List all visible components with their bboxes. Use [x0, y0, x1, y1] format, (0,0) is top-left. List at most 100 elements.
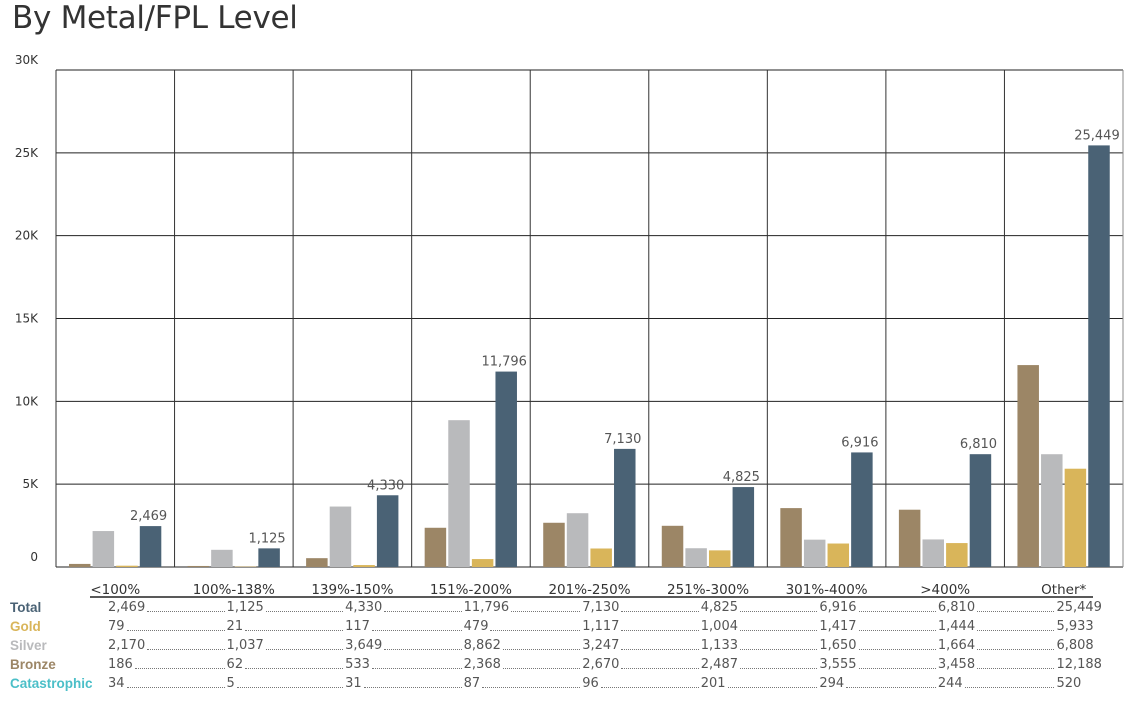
bar-total [732, 487, 755, 567]
dot-leader [739, 611, 818, 612]
dot-leader [858, 630, 936, 631]
bar-bronze [187, 565, 210, 567]
category-label: Other* [1041, 582, 1086, 598]
bar-total [376, 495, 399, 567]
y-tick-label: 30K [15, 53, 39, 67]
table-cell: 244 [938, 676, 1057, 691]
dot-leader [621, 668, 699, 669]
bar-silver [211, 549, 233, 567]
bar-gold [471, 559, 494, 567]
table-cell: 34 [108, 676, 227, 691]
dot-leader [977, 630, 1055, 631]
y-tick-label: 25K [15, 146, 39, 160]
bar-gold [353, 565, 375, 567]
dot-leader [384, 649, 462, 650]
table-cell: 1,664 [938, 638, 1057, 653]
data-label: 6,810 [960, 437, 997, 452]
dot-leader [126, 687, 225, 688]
table-row: Silver 2,170 1,037 3,649 8,862 3,247 1,133 1,65… [0, 638, 1133, 657]
dot-leader [490, 630, 581, 631]
bar-total [258, 548, 280, 567]
table-cell: 87 [464, 676, 583, 691]
bar-bronze [424, 527, 447, 567]
category-label: 151%-200% [430, 582, 512, 598]
table-cell: 3,458 [938, 657, 1057, 672]
data-label: 25,449 [1074, 128, 1120, 143]
bar-total [969, 454, 992, 567]
dot-leader [511, 611, 581, 612]
table-cell: 186 [108, 657, 227, 672]
category-label: >400% [920, 582, 970, 598]
row-label: Catastrophic [10, 676, 93, 691]
dot-leader [600, 687, 699, 688]
table-cell: 520 [1056, 676, 1082, 691]
dot-leader [977, 649, 1055, 650]
bar-total [1088, 145, 1110, 567]
category-label: <100% [90, 582, 140, 598]
table-cell: 62 [227, 657, 346, 672]
bar-bronze [898, 509, 921, 567]
table-cell: 4,825 [701, 600, 820, 615]
table-cell: 2,670 [582, 657, 701, 672]
table-cell: 79 [108, 619, 227, 634]
dot-leader [858, 668, 936, 669]
bar-gold [590, 548, 612, 567]
table-cell: 294 [819, 676, 938, 691]
bar-gold [1064, 468, 1087, 567]
dot-leader [739, 668, 818, 669]
row-label: Total [10, 600, 42, 615]
table-cell: 533 [345, 657, 464, 672]
bar-gold [116, 565, 138, 567]
dot-leader [964, 687, 1055, 688]
bar-silver [1041, 454, 1063, 567]
bar-total [851, 452, 873, 567]
dot-leader [858, 649, 936, 650]
dot-leader [245, 668, 344, 669]
y-tick-label: 5K [22, 477, 39, 491]
table-cell: 6,916 [819, 600, 938, 615]
table-cell: 1,004 [701, 619, 820, 634]
dot-leader [147, 649, 225, 650]
dot-leader [265, 611, 344, 612]
row-label: Gold [10, 619, 41, 634]
bar-bronze [306, 558, 328, 567]
bar-total [495, 371, 517, 567]
bar-silver [329, 506, 352, 567]
dot-leader [977, 668, 1055, 669]
bar-bronze [661, 525, 684, 567]
table-cell: 12,188 [1056, 657, 1102, 672]
table-cell: 1,037 [227, 638, 346, 653]
data-label: 6,916 [841, 435, 878, 450]
table-cell: 479 [464, 619, 583, 634]
y-tick-label: 20K [15, 229, 39, 243]
data-label: 2,469 [130, 509, 167, 524]
dot-leader [621, 630, 699, 631]
table-cell: 5,933 [1056, 619, 1094, 634]
dot-leader [371, 630, 462, 631]
category-label: 301%-400% [786, 582, 868, 598]
table-cell: 5 [227, 676, 346, 691]
table-cell: 2,487 [701, 657, 820, 672]
table-cell: 1,125 [227, 600, 346, 615]
data-label: 4,825 [723, 470, 760, 485]
table-cell: 3,649 [345, 638, 464, 653]
category-label: 251%-300% [667, 582, 749, 598]
dot-leader [727, 687, 818, 688]
table-cell: 2,170 [108, 638, 227, 653]
table-cell: 1,417 [819, 619, 938, 634]
row-label: Silver [10, 638, 47, 653]
dot-leader [147, 611, 225, 612]
y-tick-label: 15K [15, 312, 39, 326]
dot-leader [502, 649, 581, 650]
table-cell: 6,808 [1056, 638, 1094, 653]
category-label: 100%-138% [193, 582, 275, 598]
table-row: Bronze 186 62 533 2,368 2,670 2,487 3,555 3,458 1… [0, 657, 1133, 676]
chart-title: By Metal/FPL Level [12, 0, 298, 36]
dot-leader [502, 668, 581, 669]
table-cell: 8,862 [464, 638, 583, 653]
dot-leader [846, 687, 936, 688]
dot-leader [245, 630, 344, 631]
row-label: Bronze [10, 657, 56, 672]
